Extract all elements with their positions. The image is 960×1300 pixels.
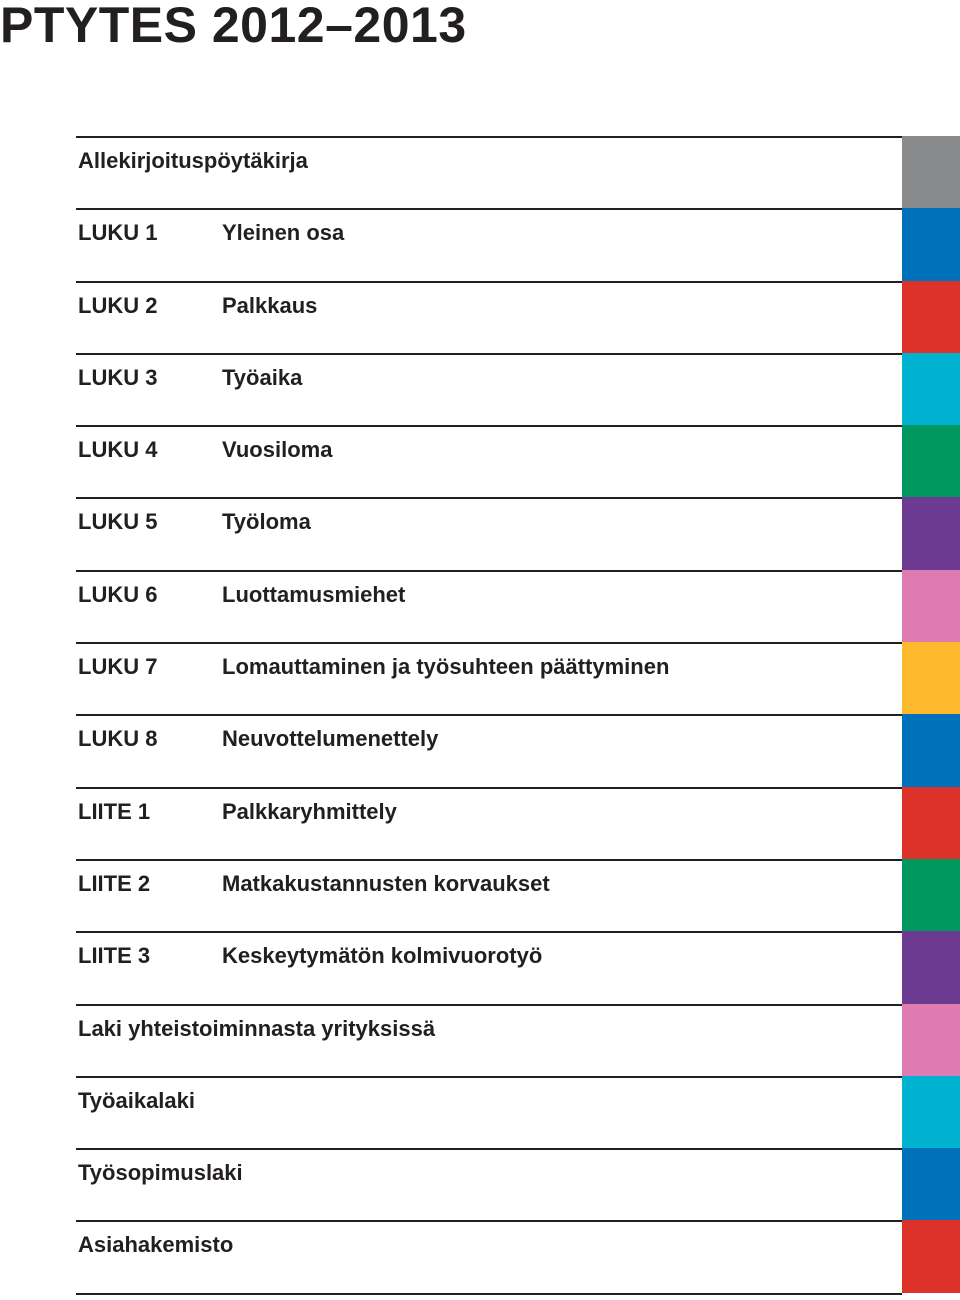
toc-row[interactable]: Asiahakemisto [76,1220,902,1295]
section-tab[interactable] [902,569,960,643]
toc-entry-label: LIITE 1 [78,798,151,824]
toc-entry-label: LUKU 1 [78,220,158,246]
toc-entry-title: Työsopimuslaki [78,1160,243,1186]
section-tab[interactable] [902,1003,960,1076]
toc-row[interactable]: LUKU 5 Työloma [76,497,902,569]
toc-entry-label: LIITE 3 [78,943,151,969]
section-tab[interactable] [902,1148,960,1221]
toc-entry-label: LUKU 8 [78,726,158,752]
toc-entry-title: Palkkaryhmittely [222,798,397,824]
section-tab[interactable] [902,280,960,353]
section-tab[interactable] [902,786,960,859]
toc-row[interactable]: LUKU 8 Neuvottelumenettely [76,714,902,786]
toc-row[interactable]: LUKU 6 Luottamusmiehet [76,569,902,642]
section-tab[interactable] [902,425,960,498]
toc-row[interactable]: Allekirjoituspöytäkirja [76,136,902,208]
toc-entry-title: Lomauttaminen ja työsuhteen päättyminen [222,654,670,680]
section-tab[interactable] [902,642,960,715]
toc-row[interactable]: LUKU 7 Lomauttaminen ja työsuhteen päätty… [76,642,902,714]
toc-row[interactable]: LUKU 4 Vuosiloma [76,425,902,497]
toc-entry-title: Luottamusmiehet [222,581,406,607]
section-tab[interactable] [902,1075,960,1149]
toc-entry-title: Keskeytymätön kolmivuorotyö [222,943,543,969]
toc-entry-label: LIITE 2 [78,870,151,896]
section-color-tabs [902,136,960,1293]
document-title: PTYTES 2012–2013 [0,0,467,53]
section-tab[interactable] [902,136,960,209]
toc-row[interactable]: Laki yhteistoiminnasta yrityksissä [76,1003,902,1076]
toc-entry-title: Vuosiloma [222,437,333,463]
toc-entry-label: LUKU 5 [78,509,158,535]
toc-entry-title: Allekirjoituspöytäkirja [78,148,308,173]
toc-entry-title: Neuvottelumenettely [222,726,439,752]
section-tab[interactable] [902,208,960,281]
toc-entry-title: Palkkaus [222,292,318,318]
toc-entry-title: Työloma [222,509,311,535]
toc-row[interactable]: Työaikalaki [76,1075,902,1148]
toc-row[interactable]: LUKU 3 Työaika [76,352,902,425]
section-tab[interactable] [902,931,960,1004]
toc-entry-title: Laki yhteistoiminnasta yrityksissä [78,1015,436,1041]
toc-row[interactable]: LIITE 3 Keskeytymätön kolmivuorotyö [76,931,902,1003]
section-tab[interactable] [902,858,960,932]
toc-entry-label: LUKU 4 [78,437,158,463]
section-tab[interactable] [902,352,960,426]
table-of-contents: Allekirjoituspöytäkirja LUKU 1 Yleinen osa… [76,136,902,1295]
toc-entry-title: Työaikalaki [78,1087,195,1113]
section-tab[interactable] [902,714,960,787]
toc-row[interactable]: LUKU 2 Palkkaus [76,280,902,353]
toc-entry-title: Työaika [222,364,303,390]
toc-entry-title: Matkakustannusten korvaukset [222,870,550,896]
toc-entry-label: LUKU 3 [78,364,158,390]
toc-entry-label: LUKU 6 [78,581,158,607]
toc-row[interactable]: Työsopimuslaki [76,1148,902,1220]
toc-entry-title: Yleinen osa [222,220,345,246]
toc-row[interactable]: LUKU 1 Yleinen osa [76,208,902,280]
toc-row[interactable]: LIITE 1 Palkkaryhmittely [76,786,902,859]
toc-row[interactable]: LIITE 2 Matkakustannusten korvaukset [76,858,902,931]
toc-entry-title: Asiahakemisto [78,1232,234,1258]
section-tab[interactable] [902,497,960,570]
section-tab[interactable] [902,1220,960,1293]
toc-entry-label: LUKU 7 [78,654,158,680]
toc-entry-label: LUKU 2 [78,292,158,318]
